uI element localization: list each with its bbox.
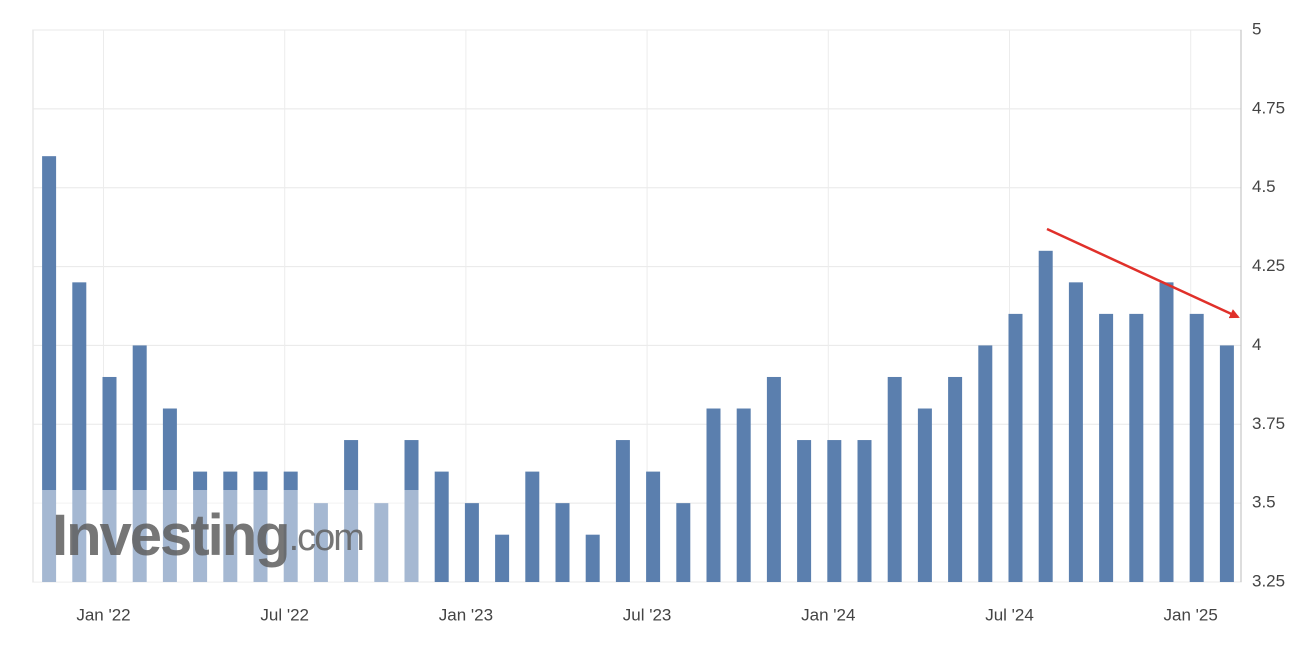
bar	[646, 471, 661, 582]
x-tick-label: Jan '22	[76, 605, 130, 624]
bar	[676, 503, 691, 582]
bar	[887, 376, 902, 582]
bar	[283, 471, 298, 582]
bar	[313, 503, 328, 582]
bar	[404, 440, 419, 582]
bar	[374, 503, 389, 582]
bar	[978, 345, 993, 582]
watermark-domain: .com	[289, 517, 364, 559]
bar	[1068, 282, 1083, 582]
bar	[495, 534, 510, 582]
trend-arrow	[1046, 227, 1240, 319]
bar	[555, 503, 570, 582]
y-tick-label: 3.75	[1252, 414, 1285, 433]
bar	[766, 376, 781, 582]
bars	[42, 156, 1234, 583]
watermark-brand: Investing	[52, 503, 289, 568]
y-tick-label: 4.5	[1252, 177, 1276, 196]
bar	[42, 156, 57, 582]
watermark-veil	[34, 490, 420, 582]
bar	[102, 376, 117, 582]
y-tick-label: 5	[1252, 19, 1261, 38]
x-tick-label: Jul '24	[985, 605, 1034, 624]
bar	[948, 376, 963, 582]
bar	[1159, 282, 1174, 582]
bar	[1189, 313, 1204, 582]
bar	[917, 408, 932, 582]
bar	[1129, 313, 1144, 582]
x-tick-label: Jul '22	[260, 605, 309, 624]
bar	[1038, 250, 1053, 583]
bar	[615, 440, 630, 582]
x-tick-label: Jul '23	[623, 605, 672, 624]
y-tick-label: 3.5	[1252, 493, 1276, 512]
bar	[434, 471, 449, 582]
bar	[223, 471, 238, 582]
y-tick-label: 4.75	[1252, 98, 1285, 117]
bar	[1008, 313, 1023, 582]
y-tick-label: 4.25	[1252, 256, 1285, 275]
bar	[736, 408, 751, 582]
watermark: Investing.com	[52, 503, 363, 568]
bar	[827, 440, 842, 582]
bar	[1219, 345, 1234, 582]
x-tick-label: Jan '25	[1164, 605, 1218, 624]
bar	[464, 503, 479, 582]
bar	[193, 471, 208, 582]
y-tick-label: 4	[1252, 335, 1261, 354]
bar	[72, 282, 87, 582]
bar	[1099, 313, 1114, 582]
bar	[132, 345, 147, 582]
x-tick-label: Jan '24	[801, 605, 855, 624]
bar	[797, 440, 812, 582]
bar	[525, 471, 540, 582]
bar	[706, 408, 721, 582]
x-tick-label: Jan '23	[439, 605, 493, 624]
bar	[344, 440, 359, 582]
y-tick-label: 3.25	[1252, 571, 1285, 590]
bar	[857, 440, 872, 582]
bar	[585, 534, 600, 582]
bar	[253, 471, 268, 582]
bar	[162, 408, 177, 582]
